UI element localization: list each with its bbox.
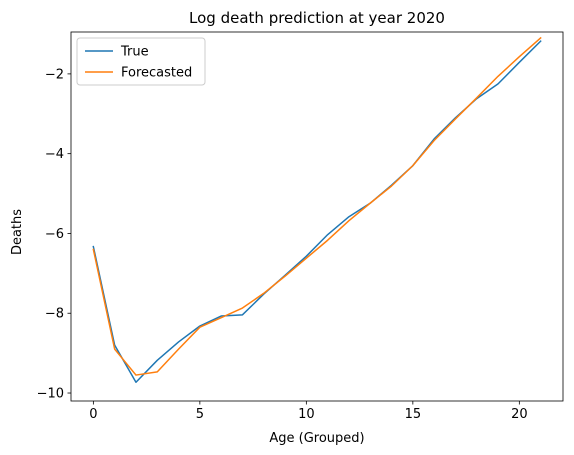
y-tick-label: −10 [37, 387, 64, 402]
plot-area [71, 32, 563, 401]
y-tick-label: −2 [45, 67, 64, 82]
series-line-forecasted [92, 36, 542, 376]
x-tick-label: 5 [196, 407, 204, 422]
x-tick-label: 20 [511, 407, 528, 422]
axes-frame [70, 31, 564, 402]
legend: True Forecasted [76, 37, 206, 86]
x-tick-label: 0 [89, 407, 97, 422]
y-axis-label: Deaths [10, 209, 25, 255]
y-tick-label: −6 [45, 227, 64, 242]
x-axis-label: Age (Grouped) [269, 431, 364, 446]
chart-title: Log death prediction at year 2020 [189, 9, 445, 27]
x-tick-label: 15 [405, 407, 422, 422]
x-tick-label: 10 [298, 407, 315, 422]
legend-label-true: True [120, 45, 149, 60]
y-tick-label: −8 [45, 307, 64, 322]
legend-box [76, 37, 206, 86]
y-tick-label: −4 [45, 147, 64, 162]
legend-label-forecasted: Forecasted [121, 66, 192, 81]
